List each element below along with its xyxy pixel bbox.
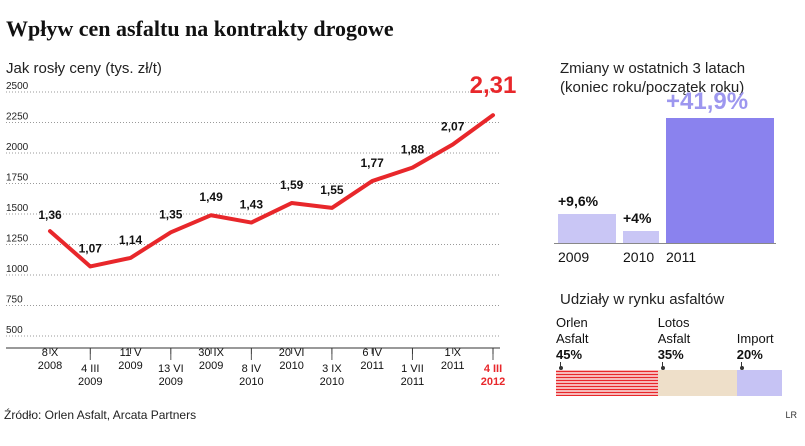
x-tick-label-year: 2012: [481, 376, 505, 388]
change-bar: [666, 118, 774, 243]
x-tick-label-year: 2009: [118, 360, 142, 372]
x-tick-label-day: 3 IX: [322, 363, 342, 375]
credit-mark: LR: [785, 410, 797, 420]
change-bar-year: 2010: [623, 249, 655, 265]
page-title: Wpływ cen asfaltu na kontrakty drogowe: [6, 16, 394, 41]
x-tick-label-year: 2011: [360, 360, 384, 372]
price-point: [370, 179, 374, 183]
change-bar-year: 2011: [666, 249, 697, 265]
price-value-label: 1,55: [320, 183, 344, 197]
share-name: Import: [736, 331, 774, 346]
price-point: [48, 229, 52, 233]
change-bar-year: 2009: [558, 249, 590, 265]
y-tick-label: 2000: [6, 142, 29, 153]
price-series-line: [48, 113, 495, 269]
bar-chart-title-line2: (koniec roku/początek roku): [560, 79, 745, 96]
price-point: [410, 166, 414, 170]
x-tick-label-year: 2011: [401, 376, 425, 388]
y-tick-label: 1000: [6, 264, 29, 275]
share-tick: [661, 362, 663, 368]
y-tick-label: 1750: [6, 173, 29, 184]
y-tick-label: 750: [6, 295, 23, 306]
bar-baseline: [554, 243, 776, 244]
share-percent: 20%: [736, 347, 763, 362]
x-tick-label-day: 8 IV: [242, 363, 262, 375]
price-value-label: 1,43: [240, 198, 264, 212]
price-value-label: 1,49: [199, 190, 223, 204]
share-name: Orlen: [556, 315, 588, 330]
y-tick-label: 2250: [6, 112, 29, 123]
x-tick-label-year: 2010: [239, 376, 263, 388]
share-name: Lotos: [657, 315, 690, 330]
x-tick-label-year: 2009: [199, 360, 223, 372]
y-tick-label: 2500: [6, 81, 29, 92]
y-tick-label: 500: [6, 325, 23, 336]
x-tick-label-year: 2008: [38, 360, 62, 372]
change-bar: [558, 214, 616, 243]
x-tick-label-day: 30 IX: [198, 347, 224, 359]
price-point: [88, 264, 92, 268]
share-segment: [657, 370, 737, 396]
x-tick-label-day: 13 VI: [158, 363, 184, 375]
price-value-label: 1,07: [79, 241, 103, 255]
price-point: [209, 213, 213, 217]
price-value-label: 1,35: [159, 207, 183, 221]
price-value-label: 2,31: [470, 72, 517, 99]
bar-chart-title-line1: Zmiany w ostatnich 3 latach: [560, 60, 746, 77]
x-tick-label-day: 4 III: [484, 363, 502, 375]
change-bar-label: +9,6%: [558, 193, 599, 210]
share-dot: [559, 366, 563, 370]
x-tick-label-day: 6 IV: [362, 347, 382, 359]
share-dot: [660, 366, 665, 370]
price-point: [290, 201, 294, 205]
price-point: [129, 256, 133, 260]
x-tick-label-day: 20 VI: [279, 347, 305, 359]
y-tick-label: 1250: [6, 234, 29, 245]
price-value-label: 1,88: [401, 143, 425, 157]
change-bar-label: +41,9%: [666, 88, 749, 115]
price-value-label: 1,14: [119, 233, 143, 247]
x-tick-label-year: 2011: [441, 360, 465, 372]
price-point: [491, 113, 495, 117]
share-dot: [739, 366, 744, 370]
share-name: Asfalt: [657, 331, 691, 346]
share-percent: 35%: [657, 347, 684, 362]
x-tick-label-day: 1 VII: [401, 363, 424, 375]
x-tick-label-year: 2009: [159, 376, 183, 388]
price-point: [330, 206, 334, 210]
price-value-label: 2,07: [441, 119, 465, 133]
share-segment: [556, 370, 658, 396]
share-segment: [736, 370, 782, 396]
x-tick-label-day: 1 X: [444, 347, 461, 359]
price-value-label: 1,77: [361, 156, 385, 170]
x-tick-label-day: 4 III: [81, 363, 99, 375]
x-tick-label-day: 11 V: [120, 347, 142, 359]
price-point: [169, 230, 173, 234]
share-name: Asfalt: [556, 331, 589, 346]
share-percent: 45%: [556, 347, 583, 362]
share-chart-title: Udziały w rynku asfaltów: [560, 291, 725, 308]
source-note: Źródło: Orlen Asfalt, Arcata Partners: [4, 408, 197, 422]
x-tick-label-day: 8 X: [42, 347, 59, 359]
price-point: [451, 142, 455, 146]
price-point: [249, 221, 253, 225]
share-tick: [740, 362, 742, 368]
price-value-label: 1,59: [280, 178, 304, 192]
price-value-label: 1,36: [38, 208, 62, 222]
change-bar: [623, 231, 659, 243]
y-tick-label: 1500: [6, 203, 29, 214]
x-tick-label-year: 2009: [78, 376, 102, 388]
change-bar-label: +4%: [623, 210, 652, 227]
share-tick: [560, 362, 561, 368]
x-tick-label-year: 2010: [320, 376, 344, 388]
x-tick-label-year: 2010: [279, 360, 303, 372]
line-chart-title: Jak rosły ceny (tys. zł/t): [6, 60, 162, 77]
